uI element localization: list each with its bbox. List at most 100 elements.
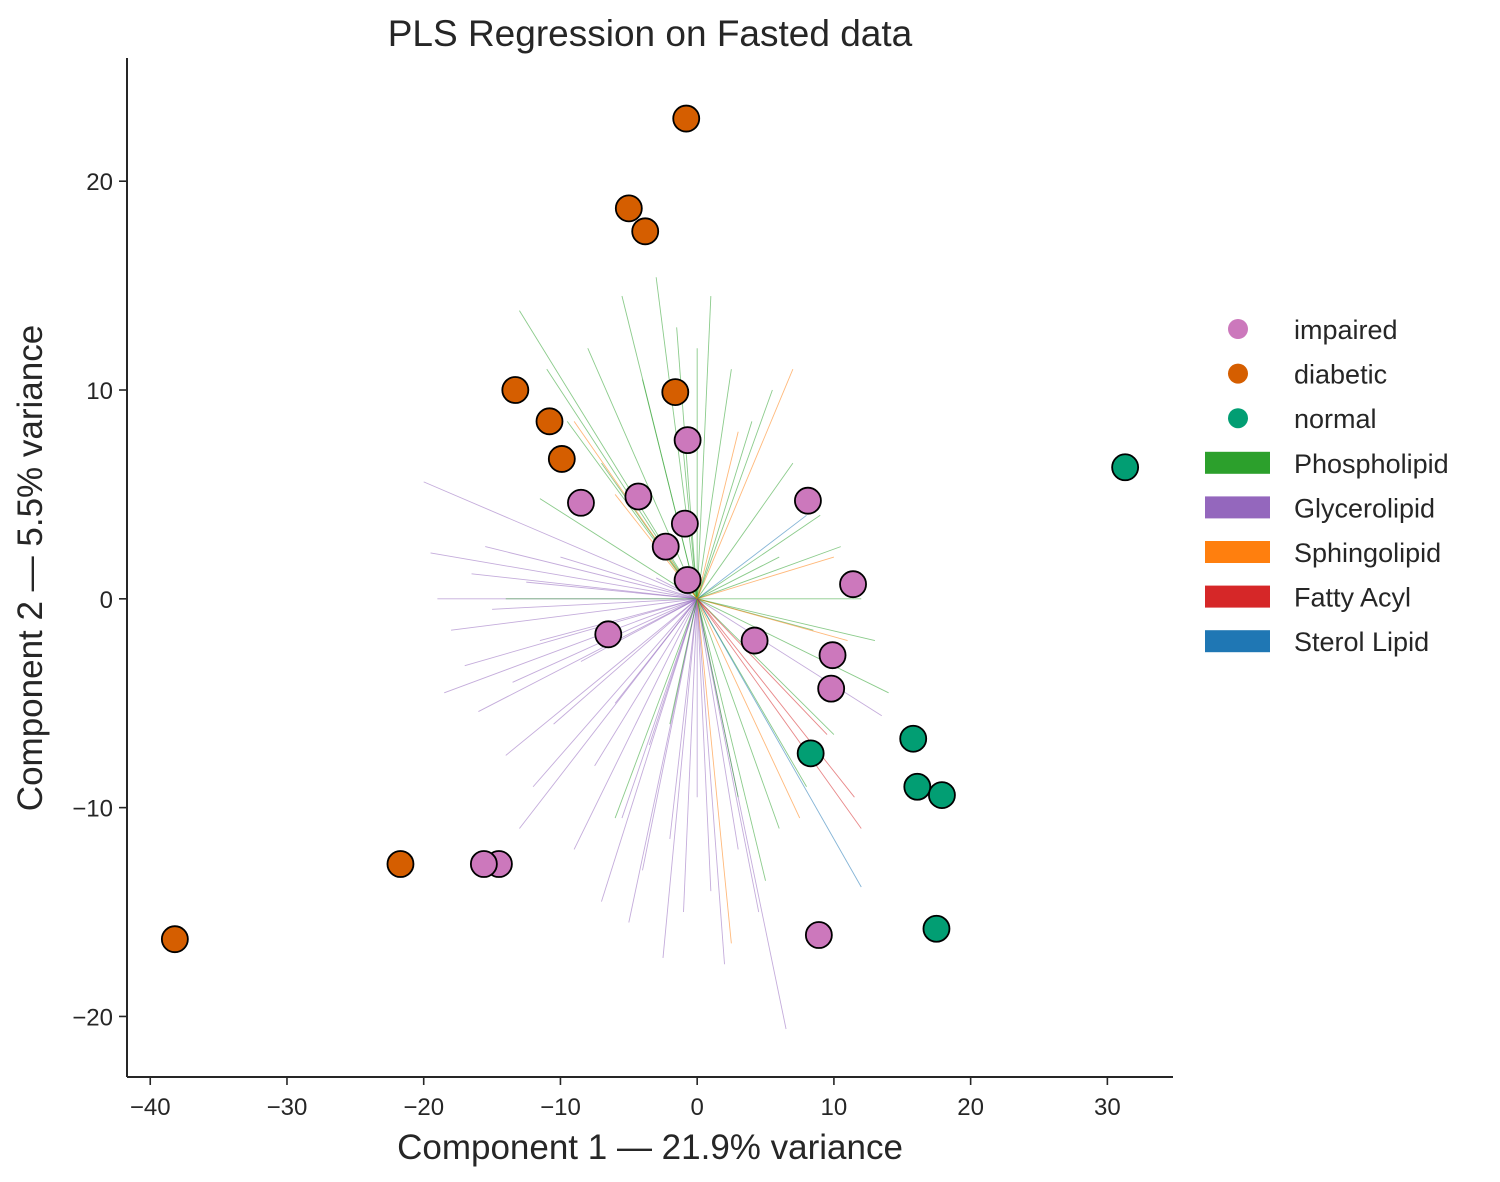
y-tick-label: 10 (86, 378, 113, 405)
legend-patch (1205, 585, 1270, 608)
data-point-normal (922, 914, 951, 943)
legend-patch (1205, 630, 1270, 653)
legend-marker-impaired (1228, 319, 1248, 339)
data-point-impaired (567, 488, 595, 517)
loading-line (696, 598, 862, 829)
loading-line (696, 598, 725, 965)
loading-line (696, 598, 889, 694)
data-point-normal (899, 724, 928, 753)
legend-patch (1205, 541, 1270, 563)
loading-line (696, 462, 794, 600)
legend-label-normal: normal (1294, 404, 1377, 434)
data-point-impaired (594, 620, 623, 649)
chart-title: PLS Regression on Fasted data (388, 13, 913, 54)
loading-line (697, 556, 835, 600)
loading-line (423, 481, 698, 600)
loading-line (683, 598, 698, 913)
legend-marker-diabetic (1228, 363, 1248, 384)
loading-line (696, 598, 732, 944)
loading-line (642, 598, 698, 871)
data-point-diabetic (501, 376, 530, 404)
loading-line (471, 573, 698, 600)
loading-line (696, 598, 835, 735)
loading-line (464, 598, 698, 667)
y-tick-label: 20 (86, 169, 113, 196)
loading-line (430, 552, 698, 600)
loading-line (532, 598, 698, 788)
loading-line (696, 296, 712, 599)
y-tick-label: −20 (72, 1004, 113, 1031)
data-point-impaired (670, 509, 699, 538)
loading-line (696, 598, 766, 881)
loading-line (696, 421, 753, 599)
legend-label-impaired: impaired (1294, 315, 1398, 345)
loading-vectors (423, 277, 889, 1030)
x-axis-label: Component 1 — 21.9% variance (397, 1128, 903, 1167)
loading-line (573, 598, 698, 850)
loading-line (696, 598, 780, 829)
data-point-diabetic (386, 850, 415, 878)
loading-line (696, 514, 807, 600)
loading-line (519, 598, 698, 829)
legend-label: Fatty Acyl (1294, 583, 1411, 613)
data-point-diabetic (614, 194, 643, 223)
loading-line (485, 546, 698, 600)
loading-line (580, 598, 698, 662)
data-point-impaired (469, 850, 498, 878)
x-tick-label: −30 (267, 1094, 308, 1121)
loading-line (669, 598, 698, 840)
y-axis-label: Component 2 — 5.5% variance (11, 325, 50, 811)
loading-line (696, 598, 883, 717)
loading-line (539, 598, 698, 642)
loading-line (539, 498, 698, 600)
data-point-normal (796, 739, 825, 768)
legend-patch (1205, 496, 1270, 519)
loading-line (697, 598, 876, 642)
data-point-normal (1111, 453, 1140, 482)
x-tick-label: 20 (957, 1094, 984, 1121)
loading-line (696, 369, 732, 599)
loading-line (546, 368, 698, 600)
loading-line (696, 598, 712, 892)
loading-line (587, 348, 698, 600)
x-tick-label: 30 (1094, 1094, 1121, 1121)
legend-marker-normal (1228, 408, 1248, 429)
loading-line (697, 598, 848, 642)
x-tick-label: −40 (130, 1094, 171, 1121)
loading-line (696, 389, 773, 599)
data-point-impaired (624, 482, 653, 511)
loading-line (553, 598, 698, 725)
sample-points (160, 104, 1140, 954)
x-tick-label: 0 (690, 1094, 703, 1121)
data-point-diabetic (631, 217, 660, 246)
data-point-impaired (817, 674, 846, 703)
loading-line (696, 598, 739, 798)
y-tick-label: −10 (72, 796, 113, 823)
loading-line (696, 514, 821, 600)
data-point-impaired (804, 921, 833, 949)
data-point-diabetic (661, 378, 690, 406)
loading-line (450, 598, 698, 631)
data-point-impaired (818, 641, 847, 670)
loading-line (696, 556, 780, 600)
loading-line (492, 598, 698, 610)
loading-line (505, 598, 698, 756)
data-point-impaired (673, 566, 702, 594)
loading-line (444, 598, 698, 694)
data-point-normal (928, 781, 956, 810)
loading-line (696, 598, 828, 735)
data-point-impaired (839, 570, 867, 599)
loading-line (676, 327, 698, 599)
data-point-diabetic (672, 104, 701, 133)
data-point-normal (903, 772, 932, 801)
loading-line (696, 368, 794, 599)
loading-line (696, 598, 760, 913)
loading-line (601, 598, 698, 902)
legend-label-diabetic: diabetic (1294, 360, 1387, 390)
data-point-impaired (651, 532, 680, 561)
loading-line (642, 379, 698, 599)
loading-line (614, 598, 698, 819)
loading-line (696, 598, 739, 850)
legend-patch (1205, 451, 1270, 474)
